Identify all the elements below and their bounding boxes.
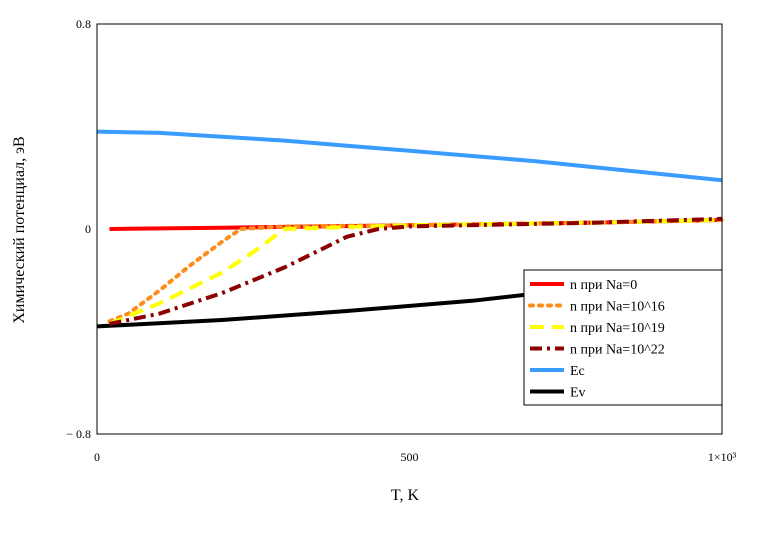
y-tick-labels: 0.8 0 − 0.8	[66, 17, 91, 441]
x-axis-title: T, K	[391, 487, 420, 504]
x-tick-label: 1×10³	[708, 450, 737, 464]
x-tick-labels: 0 500 1×10³	[94, 450, 737, 464]
y-axis-title: Химический потенциал, эВ	[11, 136, 28, 323]
y-tick-label: − 0.8	[66, 427, 91, 441]
plot-series-layer	[96, 129, 724, 329]
legend-label-0: n при Na=0	[570, 278, 637, 293]
legend: n при Na=0 n при Na=10^16 n при Na=10^19 n …	[523, 269, 723, 406]
legend-box	[523, 269, 723, 406]
legend-label-4: Ec	[570, 364, 585, 379]
x-tick-label: 0	[94, 450, 100, 464]
series-line-3	[109, 216, 723, 326]
series-line-4	[96, 129, 723, 183]
y-tick-label: 0	[85, 222, 91, 236]
legend-label-2: n при Na=10^19	[570, 321, 665, 336]
x-tick-label: 500	[401, 450, 419, 464]
plot-frame	[96, 23, 723, 435]
legend-label-3: n при Na=10^22	[570, 343, 665, 358]
y-tick-label: 0.8	[76, 17, 91, 31]
legend-label-1: n при Na=10^16	[570, 300, 665, 315]
legend-label-5: Ev	[570, 386, 586, 401]
